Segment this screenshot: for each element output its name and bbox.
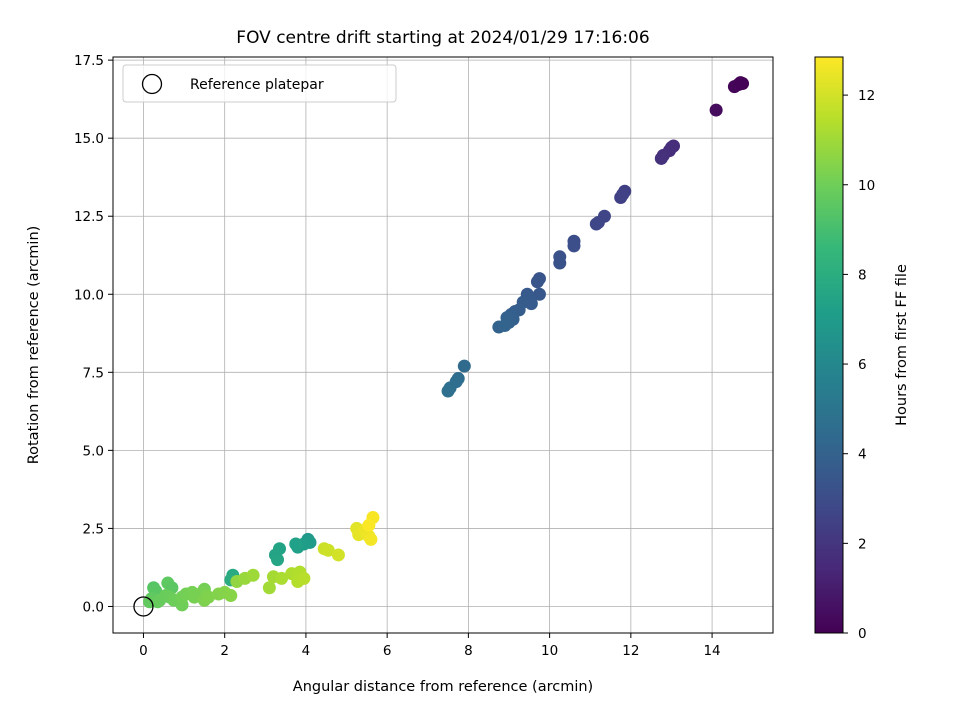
x-tick-label: 4: [302, 643, 311, 659]
data-point: [262, 581, 276, 595]
data-point: [530, 275, 544, 289]
legend-box: [122, 64, 397, 103]
reference-platepar-marker: [133, 596, 154, 617]
chart-title: FOV centre drift starting at 2024/01/29 …: [236, 28, 649, 48]
y-tick-label: 17.5: [74, 53, 104, 69]
data-point: [275, 571, 289, 585]
colorbar-label: Hours from first FF file: [894, 264, 910, 426]
y-tick-label: 10.0: [74, 287, 104, 303]
data-point: [224, 589, 238, 603]
x-axis-ticks: 0 2 4 6 8 10 12 14: [139, 633, 721, 659]
data-point: [532, 287, 546, 301]
x-tick-label: 6: [383, 643, 392, 659]
colorbar-tick-label: 8: [858, 267, 867, 283]
data-point: [297, 571, 311, 585]
data-point: [321, 543, 335, 557]
x-tick-label: 0: [139, 643, 148, 659]
colorbar-tick-label: 4: [858, 447, 867, 463]
y-tick-label: 2.5: [83, 521, 104, 537]
y-tick-label: 7.5: [83, 365, 104, 381]
data-point: [331, 548, 345, 562]
plot-frame: [112, 56, 774, 634]
colorbar: [814, 56, 844, 634]
y-tick-label: 0.0: [83, 599, 104, 615]
colorbar-tick-label: 0: [858, 626, 867, 642]
data-point: [201, 590, 215, 604]
data-point: [567, 239, 581, 253]
reference-marker-layer: [133, 596, 154, 617]
data-point: [441, 384, 455, 398]
x-tick-label: 12: [622, 643, 639, 659]
data-point: [498, 318, 512, 332]
y-axis-label: Rotation from reference (arcmin): [26, 226, 42, 465]
data-point: [289, 537, 303, 551]
data-point: [364, 532, 378, 546]
data-point: [553, 256, 567, 270]
data-point: [270, 553, 284, 567]
colorbar-tick-label: 10: [858, 178, 875, 194]
data-point: [589, 217, 603, 231]
data-point: [664, 141, 678, 155]
y-axis-ticks: 0.0 2.5 5.0 7.5 10.0 12.5 15.0 17.5: [74, 53, 113, 615]
data-point: [654, 151, 668, 165]
x-tick-label: 2: [220, 643, 229, 659]
data-point: [246, 568, 260, 582]
colorbar-tick-label: 2: [858, 536, 867, 552]
colorbar-tick-label: 12: [858, 88, 875, 104]
x-axis-label: Angular distance from reference (arcmin): [293, 679, 593, 695]
data-point: [457, 359, 471, 373]
legend: Reference platepar: [122, 64, 397, 103]
x-tick-label: 8: [464, 643, 473, 659]
legend-reference-marker: [141, 73, 163, 95]
colorbar-tick-label: 6: [858, 357, 867, 373]
x-tick-label: 14: [703, 643, 720, 659]
data-point: [616, 187, 630, 201]
grid-lines: [113, 57, 773, 633]
data-point: [709, 103, 723, 117]
data-point: [734, 76, 748, 90]
x-tick-label: 10: [541, 643, 558, 659]
colorbar-ticks: 0 2 4 6 8 10 12: [843, 88, 875, 642]
legend-label: Reference platepar: [190, 77, 324, 93]
y-tick-label: 15.0: [74, 131, 104, 147]
scatter-points: [143, 76, 750, 612]
y-tick-label: 12.5: [74, 209, 104, 225]
y-tick-label: 5.0: [83, 443, 104, 459]
data-point: [362, 518, 376, 532]
